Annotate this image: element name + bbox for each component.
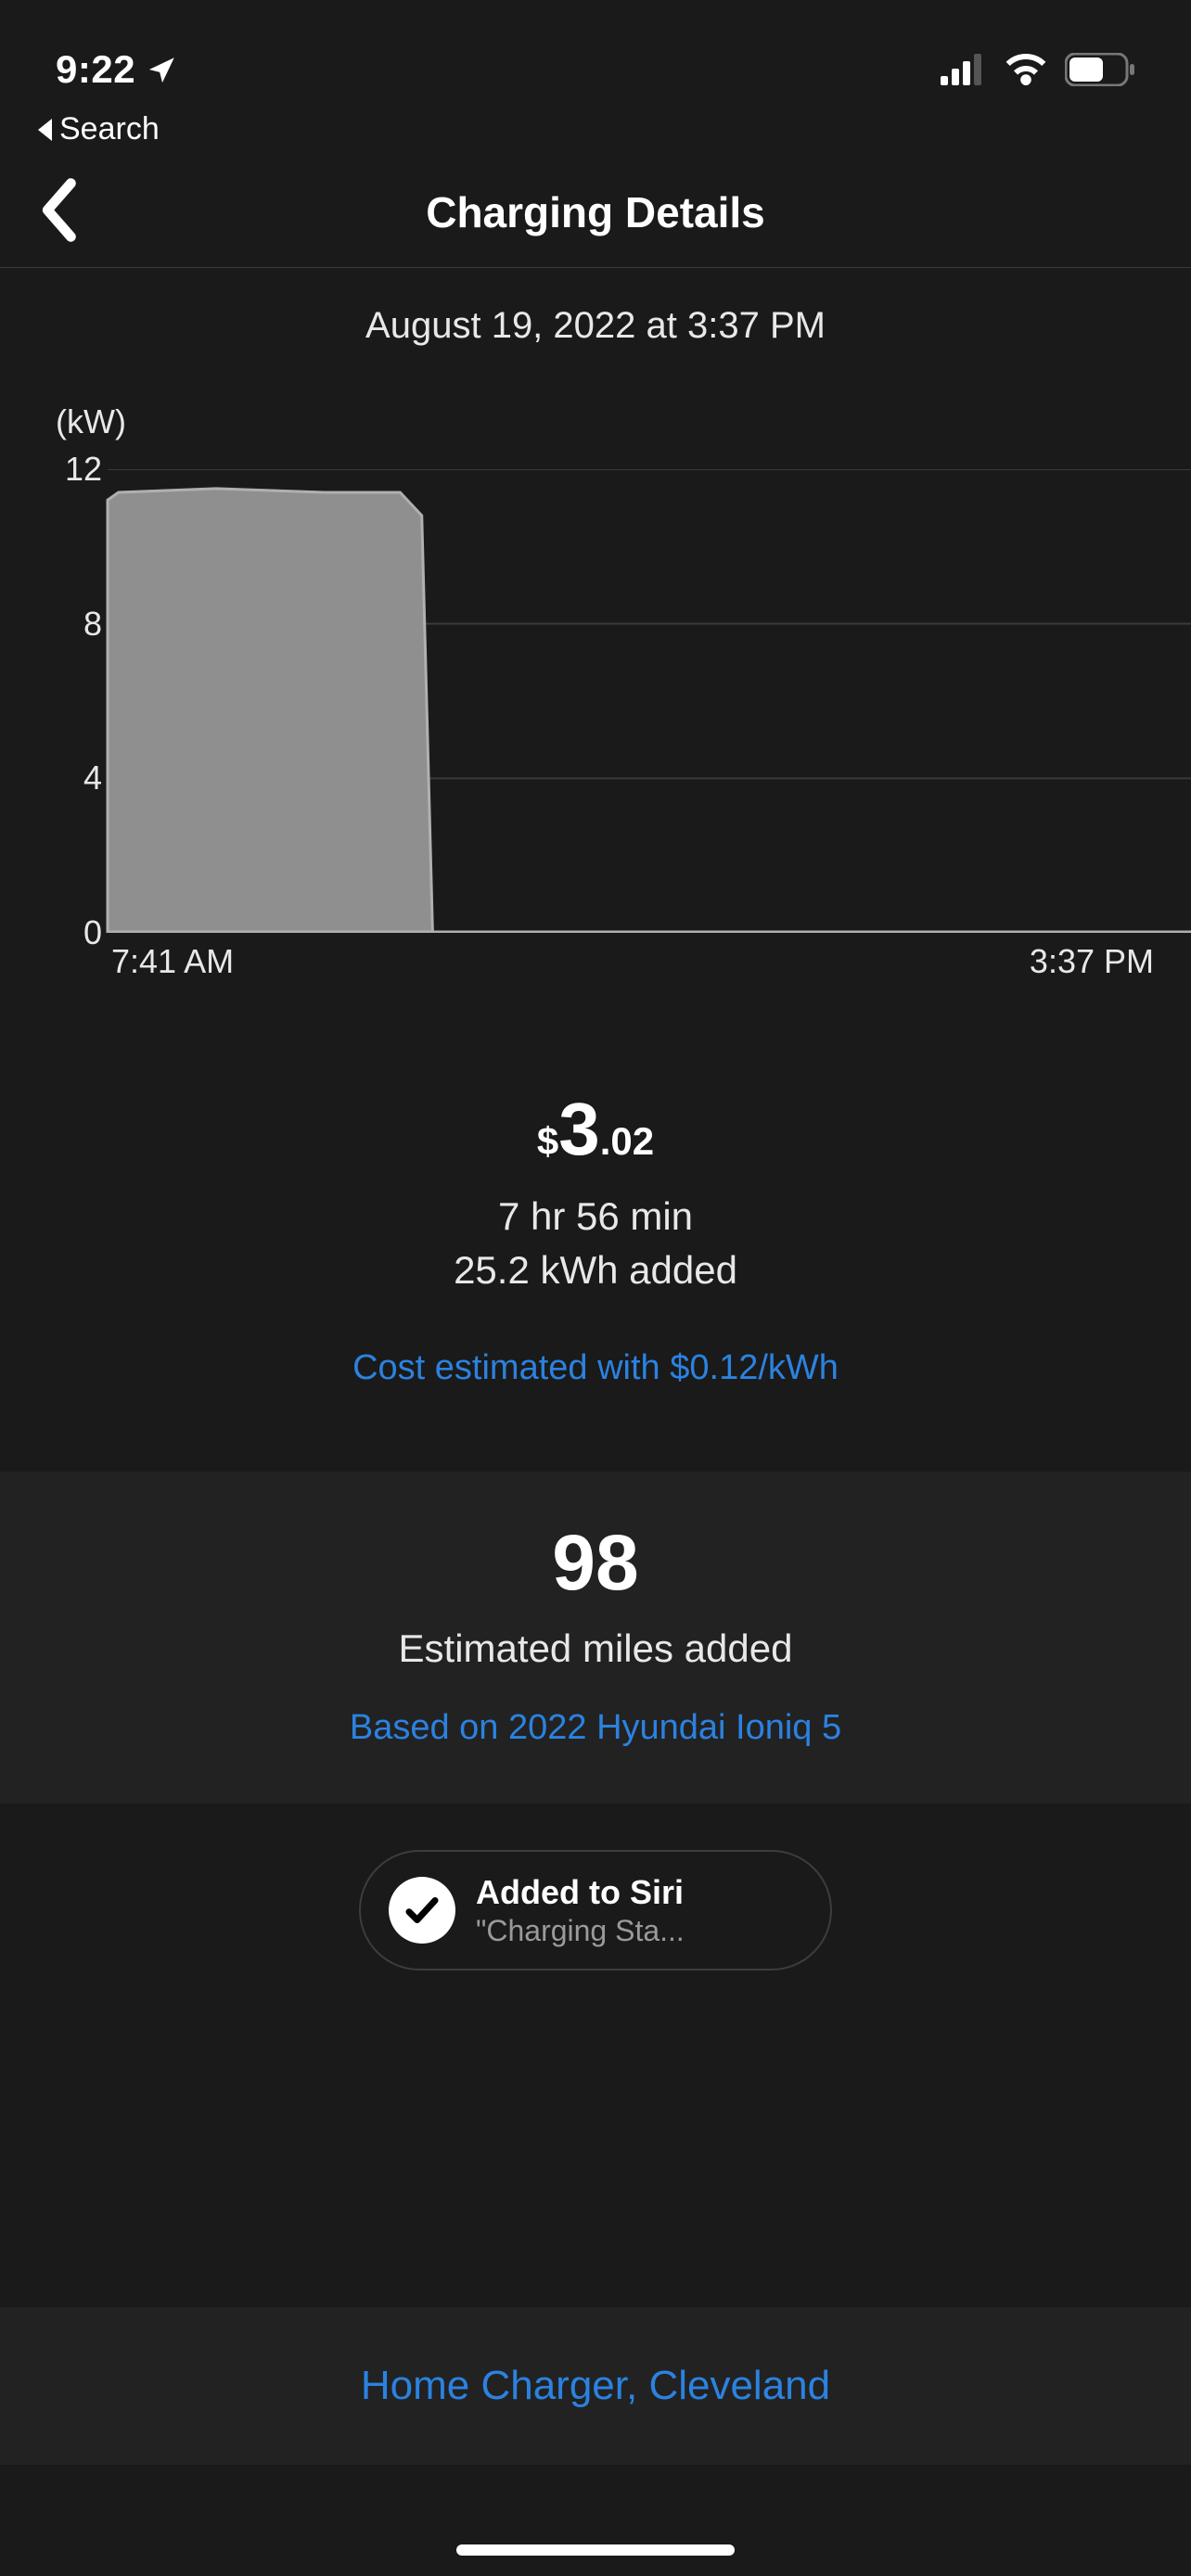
page-title: Charging Details — [426, 187, 765, 237]
status-left: 9:22 — [56, 47, 178, 92]
cost-symbol: $ — [537, 1119, 558, 1164]
location-icon — [147, 54, 178, 85]
chart-area: 04812 — [56, 469, 1191, 933]
y-tick-label: 12 — [46, 450, 102, 489]
siri-shortcut-button[interactable]: Added to Siri "Charging Sta... — [359, 1850, 832, 1970]
chart-y-unit: (kW) — [56, 402, 1191, 441]
x-start-label: 7:41 AM — [111, 942, 234, 981]
chart-svg — [56, 469, 1191, 933]
status-bar: 9:22 — [0, 0, 1191, 111]
siri-subtitle: "Charging Sta... — [476, 1914, 685, 1948]
y-tick-label: 0 — [46, 913, 102, 952]
rate-note-link[interactable]: Cost estimated with $0.12/kWh — [0, 1348, 1191, 1388]
chevron-left-icon — [37, 176, 78, 243]
cellular-icon — [941, 54, 987, 85]
charger-location-link[interactable]: Home Charger, Cleveland — [0, 2307, 1191, 2465]
breadcrumb-back-icon — [37, 119, 56, 141]
status-time: 9:22 — [56, 47, 135, 92]
session-summary: $ 3 .02 7 hr 56 min 25.2 kWh added Cost … — [0, 981, 1191, 1444]
x-end-label: 3:37 PM — [1030, 942, 1154, 981]
power-chart: (kW) 04812 7:41 AM 3:37 PM — [0, 402, 1191, 981]
chart-x-labels: 7:41 AM 3:37 PM — [56, 933, 1191, 981]
status-right — [941, 53, 1135, 86]
session-duration: 7 hr 56 min — [0, 1194, 1191, 1239]
siri-text: Added to Siri "Charging Sta... — [476, 1873, 685, 1948]
charger-location-label: Home Charger, Cleveland — [361, 2363, 830, 2408]
check-icon — [389, 1877, 455, 1944]
miles-card: 98 Estimated miles added Based on 2022 H… — [0, 1472, 1191, 1804]
breadcrumb[interactable]: Search — [0, 111, 1191, 157]
battery-icon — [1065, 53, 1135, 86]
session-energy: 25.2 kWh added — [0, 1248, 1191, 1293]
y-tick-label: 4 — [46, 759, 102, 797]
siri-title: Added to Siri — [476, 1873, 685, 1912]
cost-decimal: .02 — [600, 1119, 654, 1164]
cost-whole: 3 — [558, 1092, 600, 1167]
session-date: August 19, 2022 at 3:37 PM — [0, 268, 1191, 402]
breadcrumb-label: Search — [59, 111, 160, 147]
y-tick-label: 8 — [46, 605, 102, 644]
miles-value: 98 — [0, 1518, 1191, 1608]
wifi-icon — [1004, 54, 1048, 85]
session-cost: $ 3 .02 — [537, 1092, 654, 1167]
nav-header: Charging Details — [0, 157, 1191, 268]
miles-label: Estimated miles added — [0, 1626, 1191, 1671]
vehicle-basis-link[interactable]: Based on 2022 Hyundai Ioniq 5 — [0, 1708, 1191, 1748]
home-indicator[interactable] — [456, 2544, 735, 2556]
back-button[interactable] — [37, 176, 78, 248]
